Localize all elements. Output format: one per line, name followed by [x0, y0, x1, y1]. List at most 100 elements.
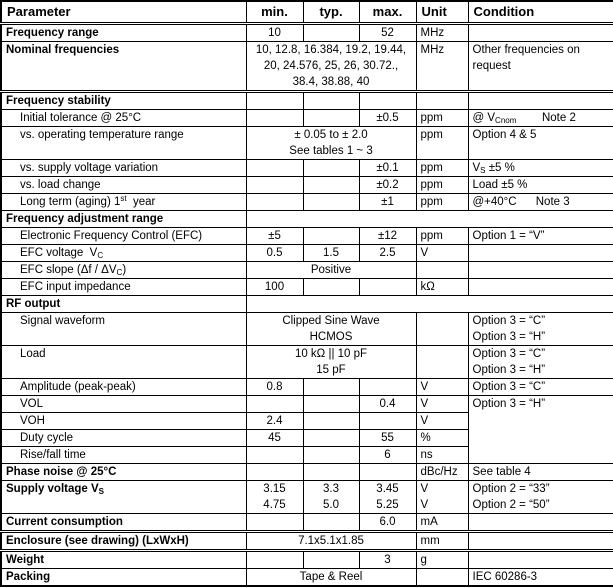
value-span-cell: Positive — [245, 261, 417, 279]
param-cell-duty-cycle: Duty cycle — [0, 429, 247, 447]
typ-cell — [302, 513, 360, 532]
row-frequency-range: Frequency range 10 52 MHz — [0, 22, 613, 42]
typ-cell: 1.5 — [302, 244, 360, 262]
unit-cell: ppm — [415, 126, 469, 160]
header-min: min. — [245, 0, 304, 24]
param-cell-rise-fall-time: Rise/fall time — [0, 446, 247, 464]
typ-cell — [302, 176, 360, 194]
typ-cell — [302, 446, 360, 464]
typ-cell — [302, 22, 360, 42]
merged-empty-cell — [245, 295, 613, 313]
max-cell: 6 — [358, 446, 417, 464]
row-load: Load 10 kΩ || 10 pF 15 pF Option 3 = “C” Opt… — [0, 345, 613, 379]
param-cell-current-consumption: Current consumption — [0, 513, 247, 532]
unit-cell: MHz — [415, 41, 469, 92]
param-cell-frequency-range: Frequency range — [0, 22, 247, 42]
typ-cell — [302, 395, 360, 413]
param-cell-signal-waveform: Signal waveform — [0, 312, 247, 346]
row-vol: VOL 0.4 V Option 3 = “H” — [0, 395, 613, 464]
min-cell — [245, 159, 304, 177]
max-cell — [358, 463, 417, 481]
condition-cell — [467, 530, 613, 551]
param-cell-amplitude: Amplitude (peak-peak) — [0, 378, 247, 396]
param-cell-nominal-frequencies: Nominal frequencies — [0, 41, 247, 92]
condition-cell: Other frequencies on request — [467, 41, 613, 92]
header-unit: Unit — [415, 0, 469, 24]
max-cell: ±12 — [358, 227, 417, 245]
typ-cell — [302, 90, 360, 110]
row-efc-input-impedance: EFC input impedance 100 kΩ — [0, 278, 613, 296]
min-cell — [245, 549, 304, 569]
unit-cell: ppm — [415, 159, 469, 177]
min-cell — [245, 109, 304, 127]
row-rf-output: RF output — [0, 295, 613, 313]
row-rise-fall-time: Rise/fall time 6 ns — [0, 446, 613, 464]
condition-cell: Option 1 = “V” — [467, 227, 613, 245]
condition-cell: Option 3 = “H” — [467, 395, 613, 464]
condition-cell: Option 4 & 5 — [467, 126, 613, 160]
param-cell-frequency-stability: Frequency stability — [0, 90, 247, 110]
min-cell: 2.4 — [245, 412, 304, 430]
row-weight: Weight 3 g — [0, 549, 613, 569]
min-cell: ±5 — [245, 227, 304, 245]
row-voh: VOH 2.4 V — [0, 412, 613, 430]
condition-cell — [467, 90, 613, 110]
param-cell-supply-voltage: Supply voltage VS — [0, 480, 247, 514]
condition-cell: Option 3 = “C” — [467, 378, 613, 396]
unit-cell — [415, 90, 469, 110]
param-cell-vol: VOL — [0, 395, 247, 413]
param-cell-weight: Weight — [0, 549, 247, 569]
min-cell — [245, 395, 304, 413]
max-cell: 6.0 — [358, 513, 417, 532]
unit-cell: kΩ — [415, 278, 469, 296]
param-cell-efc-slope: EFC slope (Δf / ΔVC) — [0, 261, 247, 279]
condition-cell: Option 2 = “33” Option 2 = “50” — [467, 480, 613, 514]
merged-empty-cell — [245, 210, 613, 228]
condition-cell: @ VCnom Note 2 — [467, 109, 613, 127]
condition-cell — [467, 549, 613, 569]
param-cell-packing: Packing — [0, 568, 247, 587]
condition-cell: @+40°C Note 3 — [467, 193, 613, 211]
max-cell — [358, 378, 417, 396]
row-initial-tolerance: Initial tolerance @ 25°C ±0.5 ppm @ VCnom N… — [0, 109, 613, 127]
min-cell — [245, 90, 304, 110]
condition-cell: Option 3 = “C” Option 3 = “H” — [467, 312, 613, 346]
header-condition: Condition — [467, 0, 613, 24]
spec-table-body: Frequency range 10 52 MHz Nominal frequencie… — [0, 22, 613, 587]
typ-cell — [302, 227, 360, 245]
param-cell-load: Load — [0, 345, 247, 379]
max-cell: 0.4 — [358, 395, 417, 413]
header-typ: typ. — [302, 0, 360, 24]
unit-cell: mA — [415, 513, 469, 532]
min-cell: 10 — [245, 22, 304, 42]
row-packing: Packing Tape & Reel IEC 60286-3 — [0, 568, 613, 587]
min-cell — [245, 463, 304, 481]
min-cell: 0.5 — [245, 244, 304, 262]
unit-cell: mm — [415, 530, 469, 551]
condition-cell: Load ±5 % — [467, 176, 613, 194]
condition-cell — [467, 244, 613, 262]
row-efc-voltage: EFC voltage VC 0.5 1.5 2.5 V — [0, 244, 613, 262]
value-span-cell: 7.1x5.1x1.85 — [245, 530, 417, 551]
unit-cell: V — [415, 395, 469, 413]
condition-cell — [467, 513, 613, 532]
unit-cell: MHz — [415, 22, 469, 42]
max-cell — [358, 412, 417, 430]
typ-cell — [302, 549, 360, 569]
min-cell — [245, 513, 304, 532]
header-row: Parameter min. typ. max. Unit Condition — [0, 0, 613, 24]
condition-cell: VS ±5 % — [467, 159, 613, 177]
unit-cell: ppm — [415, 227, 469, 245]
min-cell — [245, 176, 304, 194]
param-cell-phase-noise: Phase noise @ 25°C — [0, 463, 247, 481]
row-vs-load-change: vs. load change ±0.2 ppm Load ±5 % — [0, 176, 613, 194]
typ-cell — [302, 412, 360, 430]
param-cell-enclosure: Enclosure (see drawing) (LxWxH) — [0, 530, 247, 551]
typ-cell — [302, 193, 360, 211]
condition-cell — [467, 22, 613, 42]
param-cell-initial-tolerance: Initial tolerance @ 25°C — [0, 109, 247, 127]
max-cell: ±0.5 — [358, 109, 417, 127]
min-cell: 0.8 — [245, 378, 304, 396]
